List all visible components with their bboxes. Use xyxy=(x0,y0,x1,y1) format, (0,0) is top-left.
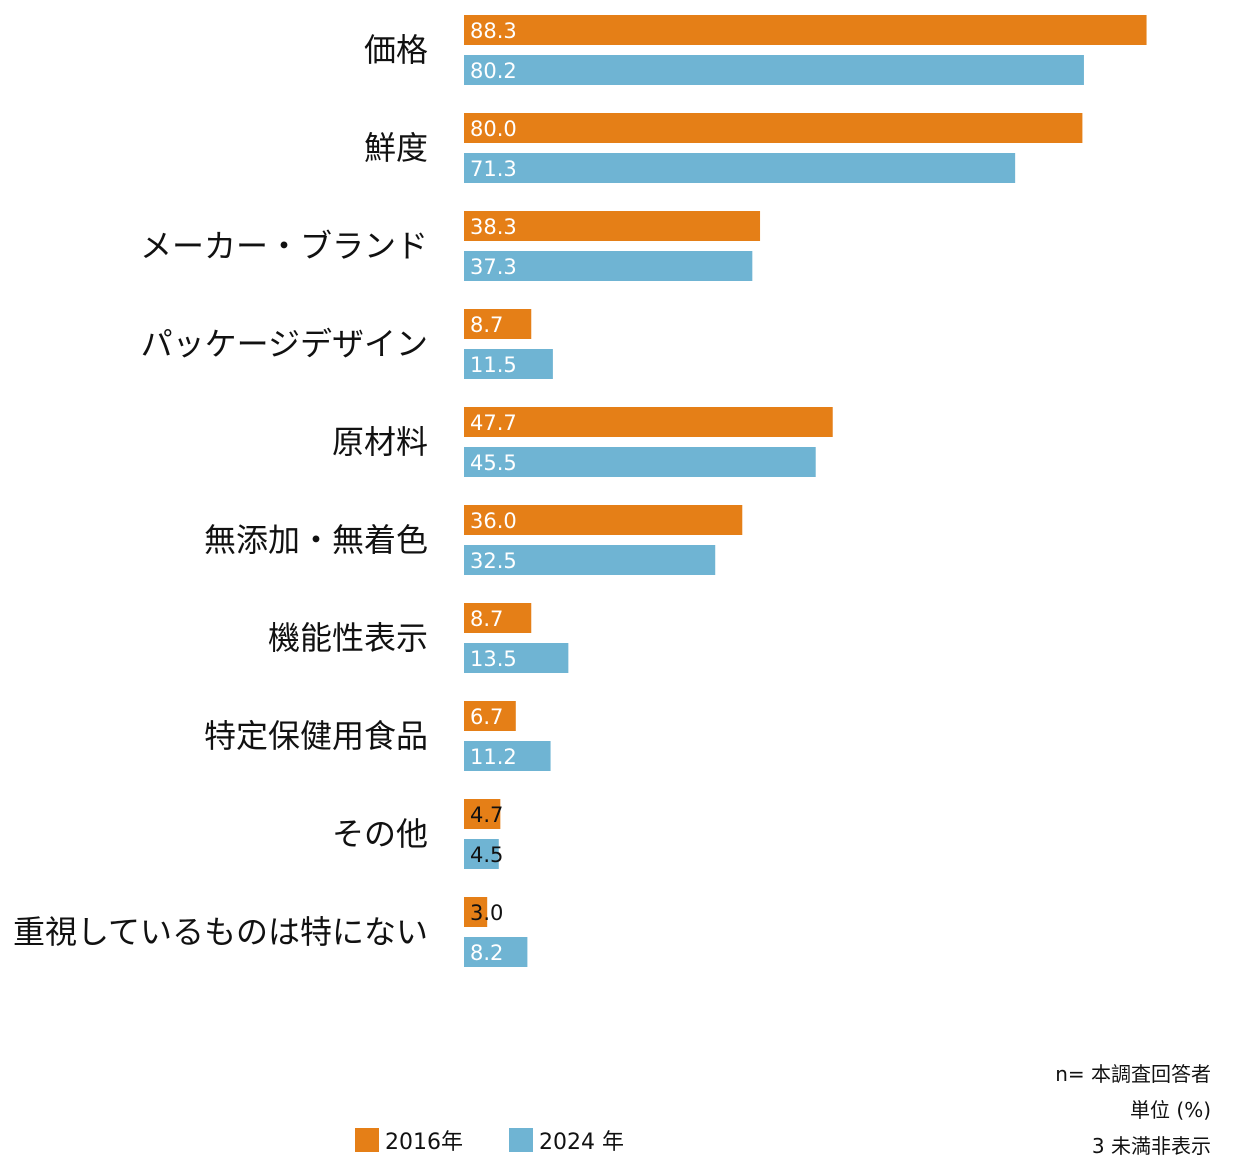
data-label: 45.5 xyxy=(470,451,517,475)
data-label: 88.3 xyxy=(470,19,517,43)
bar-2024 xyxy=(464,839,499,869)
category-label: メーカー・ブランド xyxy=(140,227,428,265)
bar-2024 xyxy=(464,937,528,967)
bar-2024 xyxy=(464,447,816,477)
bar-2016 xyxy=(464,407,833,437)
bar-2016 xyxy=(464,799,501,829)
category-label: 機能性表示 xyxy=(268,619,428,657)
category-label: その他 xyxy=(332,815,428,853)
legend-label-2024: 2024 年 xyxy=(539,1130,624,1155)
legend-label-2016: 2016年 xyxy=(385,1130,463,1155)
legend-swatch-2024 xyxy=(509,1128,533,1152)
bar-2016 xyxy=(464,701,516,731)
bar-2016 xyxy=(464,113,1083,143)
bar-2024 xyxy=(464,55,1084,85)
bar-2024 xyxy=(464,349,553,379)
category-label: 無添加・無着色 xyxy=(204,521,428,559)
note-unit: 単位 (%) xyxy=(1130,1098,1211,1122)
data-label: 38.3 xyxy=(470,215,517,239)
data-label: 8.7 xyxy=(470,607,503,631)
category-label: 重視しているものは特にない xyxy=(13,913,428,951)
category-label: 特定保健用食品 xyxy=(204,717,428,755)
bar-2024 xyxy=(464,153,1016,183)
data-label: 8.7 xyxy=(470,313,503,337)
note-hidden-threshold: 3 未満非表示 xyxy=(1091,1134,1211,1158)
legend-item-2024: 2024 年 xyxy=(509,1124,624,1156)
data-label: 32.5 xyxy=(470,549,517,573)
legend-swatch-2016 xyxy=(355,1128,379,1152)
data-label: 3.0 xyxy=(470,901,503,925)
data-label: 80.2 xyxy=(470,59,517,83)
category-label: 鮮度 xyxy=(364,129,428,167)
bar-2024 xyxy=(464,643,569,673)
note-sample: n= 本調査回答者 xyxy=(1055,1062,1211,1086)
bar-2016 xyxy=(464,211,761,241)
bar-2016 xyxy=(464,603,532,633)
data-label: 80.0 xyxy=(470,117,517,141)
data-label: 11.5 xyxy=(470,353,517,377)
legend: 2016年 2024 年 xyxy=(355,1124,624,1156)
data-label: 47.7 xyxy=(470,411,517,435)
data-label: 71.3 xyxy=(470,157,517,181)
data-label: 6.7 xyxy=(470,705,503,729)
data-label: 11.2 xyxy=(470,745,517,769)
data-label: 4.5 xyxy=(470,843,503,867)
data-label: 36.0 xyxy=(470,509,517,533)
data-label: 13.5 xyxy=(470,647,517,671)
bar-2024 xyxy=(464,545,716,575)
bar-2024 xyxy=(464,251,753,281)
bar-2016 xyxy=(464,897,488,927)
bar-2016 xyxy=(464,505,743,535)
data-label: 8.2 xyxy=(470,941,503,965)
bar-2016 xyxy=(464,309,532,339)
legend-item-2016: 2016年 xyxy=(355,1124,463,1156)
bar-2016 xyxy=(464,15,1147,45)
category-label: 価格 xyxy=(364,31,428,69)
category-label: 原材料 xyxy=(332,423,428,461)
category-label: パッケージデザイン xyxy=(141,325,428,363)
bar-2024 xyxy=(464,741,551,771)
data-label: 37.3 xyxy=(470,255,517,279)
data-label: 4.7 xyxy=(470,803,503,827)
chart-notes: n= 本調査回答者 単位 (%) 3 未満非表示 xyxy=(1055,1056,1211,1164)
